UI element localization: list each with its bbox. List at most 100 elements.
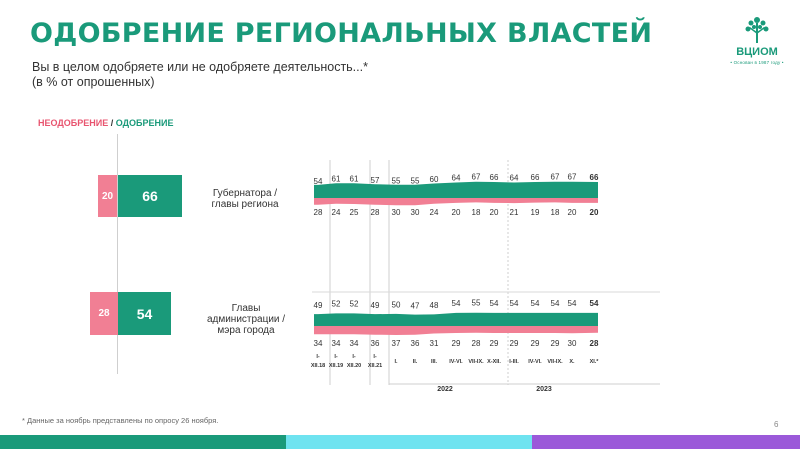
x-tick-label: XII.19 [329, 363, 343, 369]
governor-approve-band [314, 181, 598, 198]
mayor-disapprove-label: 30 [568, 339, 577, 348]
mayor-label-line: Главы [231, 303, 261, 314]
mayor-approve-label: 54 [568, 299, 577, 308]
mayor-approve-label: 50 [392, 300, 401, 309]
logo-text: ВЦИОМ [736, 46, 778, 58]
logo-subtext: • Основан в 1987 году • [730, 60, 784, 65]
page-title: ОДОБРЕНИЕ РЕГИОНАЛЬНЫХ ВЛАСТЕЙ [30, 18, 653, 49]
governor-approve-label: 66 [590, 173, 599, 182]
question-text: Вы в целом одобряете или не одобряете де… [32, 60, 368, 90]
x-tick-label: I- [316, 354, 320, 360]
footnote: * Данные за ноябрь представлены по опрос… [22, 416, 219, 425]
mayor-disapprove-label: 28 [472, 339, 481, 348]
governor-disapprove-label: 30 [392, 208, 401, 217]
governor-approve-label: 67 [551, 172, 560, 181]
governor-row-label: Губернатора / главы региона [195, 188, 295, 210]
governor-approve-label: 64 [510, 174, 519, 183]
mayor-approve-label: 54 [510, 299, 519, 308]
mayor-disapprove-label: 29 [531, 339, 540, 348]
mayor-disapprove-label: 37 [392, 339, 401, 348]
mayor-disapprove-label: 34 [314, 339, 323, 348]
mayor-approve-box: 54 [118, 292, 171, 335]
mayor-disapprove-label: 29 [490, 339, 499, 348]
x-tick-label: II. [413, 359, 418, 365]
governor-disapprove-label: 20 [452, 208, 461, 217]
mayor-disapprove-band [314, 326, 598, 335]
mayor-disapprove-box: 28 [90, 292, 118, 335]
governor-approve-label: 55 [392, 177, 401, 186]
x-tick-label: X-XII. [487, 359, 501, 365]
governor-approve-label: 61 [350, 175, 359, 184]
governor-approve-label: 66 [490, 173, 499, 182]
governor-approve-box: 66 [118, 175, 182, 217]
x-tick-label: IV-VI. [528, 359, 542, 365]
mayor-disapprove-label: 29 [510, 339, 519, 348]
governor-disapprove-label: 20 [590, 208, 599, 217]
x-tick-label: X. [569, 359, 575, 365]
mayor-approve-label: 54 [531, 299, 540, 308]
governor-disapprove-label: 20 [568, 208, 577, 217]
legend-separator: / [108, 118, 116, 128]
year-label: 2023 [536, 386, 552, 393]
x-tick-label: VII-IX. [468, 359, 484, 365]
legend-disapprove: НЕОДОБРЕНИЕ [38, 118, 109, 128]
governor-disapprove-box: 20 [98, 175, 117, 217]
governor-approve-label: 60 [430, 175, 439, 184]
x-tick-label: I-III. [509, 359, 519, 365]
mayor-disapprove-label: 29 [551, 339, 560, 348]
governor-disapprove-label: 28 [314, 208, 323, 217]
page-number: 6 [774, 420, 779, 429]
mayor-disapprove-label: 34 [332, 339, 341, 348]
governor-disapprove-label: 28 [371, 208, 380, 217]
mayor-approve-label: 49 [314, 301, 323, 310]
governor-approve-label: 67 [568, 172, 577, 181]
x-tick-label: XI.* [590, 359, 600, 365]
governor-disapprove-label: 24 [332, 208, 341, 217]
summary-divider [117, 134, 118, 374]
mayor-disapprove-label: 36 [371, 339, 380, 348]
tree-logo-icon [745, 17, 769, 43]
footer-stripe-cyan [286, 435, 532, 449]
logo: ВЦИОМ • Основан в 1987 году • [727, 14, 787, 70]
x-tick-label: I- [373, 354, 377, 360]
mayor-approve-label: 55 [472, 299, 481, 308]
governor-disapprove-label: 24 [430, 208, 439, 217]
mayor-approve-label: 48 [430, 301, 439, 310]
question-line: Вы в целом одобряете или не одобряете де… [32, 60, 368, 74]
x-tick-label: III. [431, 359, 438, 365]
mayor-label-line: мэра города [217, 325, 275, 336]
x-tick-label: I- [334, 354, 338, 360]
governor-disapprove-label: 19 [531, 208, 540, 217]
governor-approve-label: 55 [411, 177, 420, 186]
mayor-disapprove-label: 31 [430, 339, 439, 348]
year-label: 2022 [437, 386, 453, 393]
x-tick-label: VII-IX. [547, 359, 563, 365]
governor-approve-label: 66 [531, 173, 540, 182]
legend: НЕОДОБРЕНИЕ / ОДОБРЕНИЕ [38, 118, 174, 128]
governor-approve-label: 67 [472, 172, 481, 181]
mayor-approve-label: 47 [411, 301, 420, 310]
mayor-label-line: администрации / [206, 314, 286, 325]
footer-stripe-green [0, 435, 286, 449]
governor-disapprove-label: 20 [490, 208, 499, 217]
mayor-approve-band [314, 312, 598, 326]
mayor-row-label: Главы администрации / мэра города [196, 303, 296, 336]
mayor-approve-label: 54 [452, 299, 461, 308]
governor-approve-label: 64 [452, 174, 461, 183]
mayor-approve-label: 52 [332, 300, 341, 309]
mayor-disapprove-label: 34 [350, 339, 359, 348]
legend-approve: ОДОБРЕНИЕ [115, 118, 174, 128]
mayor-approve-label: 52 [350, 300, 359, 309]
footer-stripe-purple [532, 435, 800, 449]
governor-disapprove-band [314, 198, 598, 206]
governor-disapprove-label: 18 [551, 208, 560, 217]
governor-disapprove-label: 25 [350, 208, 359, 217]
x-tick-label: IV-VI. [449, 359, 463, 365]
mayor-disapprove-label: 29 [452, 339, 461, 348]
mayor-disapprove-label: 28 [590, 339, 599, 348]
governor-label-line: главы региона [211, 199, 279, 210]
governor-disapprove-label: 30 [411, 208, 420, 217]
x-tick-label: XII.20 [347, 363, 361, 369]
x-tick-label: XII.21 [368, 363, 382, 369]
